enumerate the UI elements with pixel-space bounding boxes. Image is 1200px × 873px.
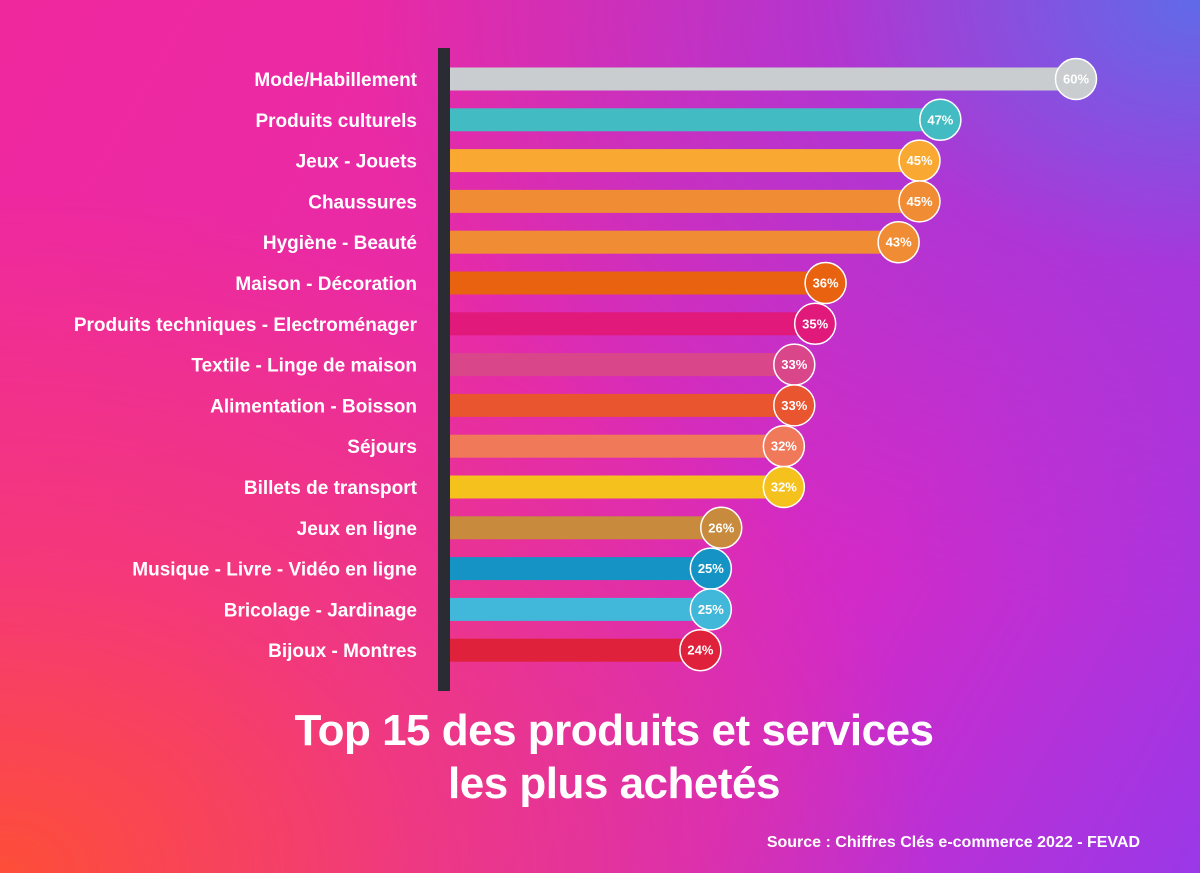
bar [450,434,784,458]
value-label: 36% [813,276,839,291]
category-label: Séjours [347,437,417,458]
bar [450,393,795,417]
value-badge [762,465,806,509]
category-label: Produits culturels [255,111,417,132]
bar [450,189,920,213]
bar [450,597,711,621]
value-badge [898,180,941,223]
category-label: Jeux en ligne [297,519,417,540]
value-label: 33% [781,357,807,372]
category-label: Mode/Habillement [254,70,417,91]
category-label: Billets de transport [244,478,418,499]
bar [450,353,795,377]
value-label: 32% [771,439,797,454]
value-label: 25% [698,602,724,617]
category-label: Musique - Livre - Vidéo en ligne [132,560,417,581]
category-label: Alimentation - Boisson [210,396,417,417]
bar [450,475,784,499]
value-badge [689,588,733,631]
category-label: Textile - Linge de maison [191,356,417,377]
chart-axis-line [438,48,450,691]
value-badge [793,302,837,346]
bars-group: 60% Mode/Habillement 47% Produits culturels… [74,57,1098,672]
category-label: Bricolage - Jardinage [224,600,417,621]
value-label: 35% [802,316,828,331]
bar [450,230,899,254]
category-label: Produits techniques - Electroménager [74,315,418,336]
value-badge [1054,57,1098,101]
chart-title-line-1: Top 15 des produits et services [294,706,934,755]
value-label: 33% [781,398,807,413]
value-badge [773,384,816,427]
value-label: 47% [927,112,953,127]
bar [450,271,826,295]
bar [450,638,701,662]
value-badge [804,261,847,305]
category-label: Maison - Décoration [235,274,417,295]
bar [450,516,722,540]
category-label: Jeux - Jouets [296,152,417,173]
value-label: 60% [1063,72,1089,87]
bar [450,149,920,173]
value-badge [919,98,962,142]
bar [450,108,941,132]
bar [450,557,711,581]
value-label: 45% [906,153,932,168]
chart-title: Top 15 des produits et services les plus… [0,704,1200,810]
value-badge [679,628,722,672]
value-label: 24% [687,643,713,658]
chart-title-line-2: les plus achetés [448,759,780,808]
value-label: 32% [771,480,797,495]
value-label: 25% [698,561,724,576]
category-label: Chaussures [308,192,417,213]
category-label: Hygiène - Beauté [263,233,417,254]
value-label: 45% [906,194,932,209]
bar [450,312,816,336]
value-badge [877,220,920,264]
bar-chart: 60% Mode/Habillement 47% Produits culturels… [74,48,1098,691]
chart-source: Source : Chiffres Clés e-commerce 2022 -… [766,834,1140,851]
value-badge [700,506,743,550]
category-label: Bijoux - Montres [268,641,417,662]
value-label: 43% [886,235,912,250]
bar [450,67,1076,91]
value-label: 26% [708,520,734,535]
